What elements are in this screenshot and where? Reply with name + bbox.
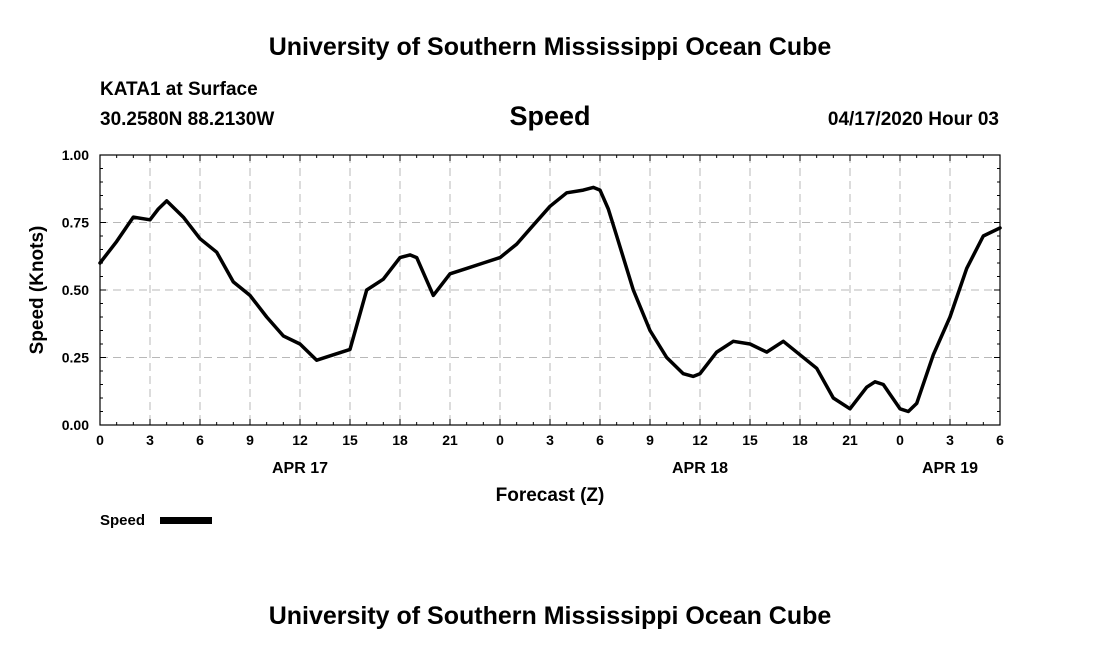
x-tick-label: 12: [692, 432, 708, 448]
x-tick-label: 18: [392, 432, 408, 448]
x-axis-label: Forecast (Z): [496, 485, 605, 506]
x-tick-label: 3: [946, 432, 954, 448]
date-label: APR 18: [672, 460, 728, 477]
x-tick-label: 0: [96, 432, 104, 448]
x-tick-label: 21: [442, 432, 458, 448]
top-title: University of Southern Mississippi Ocean…: [269, 33, 832, 61]
speed-series-line: [98, 185, 1002, 414]
date-label: APR 17: [272, 460, 328, 477]
x-tick-label: 3: [546, 432, 554, 448]
x-tick-label: 9: [246, 432, 254, 448]
x-tick-label: 0: [496, 432, 504, 448]
legend-swatch: [160, 517, 212, 524]
station-label: KATA1 at Surface: [100, 79, 258, 100]
plot-area: 0 3 6 9 12 15 18 21 0 3 6 9 12 15 18 21 0 3 6 0.00 0.25 0.50 0…: [62, 147, 1004, 477]
chart-title: Speed: [509, 101, 590, 131]
x-tick-label: 15: [342, 432, 358, 448]
y-tick-label: 0.75: [62, 215, 89, 231]
y-tick-label: 0.50: [62, 282, 89, 298]
x-tick-label: 12: [292, 432, 308, 448]
location-label: 30.2580N 88.2130W: [100, 109, 274, 130]
x-tick-label: 6: [596, 432, 604, 448]
date-label: APR 19: [922, 460, 978, 477]
x-tick-label: 18: [792, 432, 808, 448]
y-tick-label: 1.00: [62, 147, 89, 163]
legend-label: Speed: [100, 512, 145, 529]
x-tick-label: 0: [896, 432, 904, 448]
y-tick-label: 0.00: [62, 417, 89, 433]
x-tick-label: 15: [742, 432, 758, 448]
x-tick-label: 6: [996, 432, 1004, 448]
x-tick-label: 21: [842, 432, 858, 448]
x-tick-label: 9: [646, 432, 654, 448]
x-tick-label: 6: [196, 432, 204, 448]
bottom-title: University of Southern Mississippi Ocean…: [269, 602, 832, 630]
x-tick-label: 3: [146, 432, 154, 448]
timestamp-label: 04/17/2020 Hour 03: [828, 109, 999, 130]
y-tick-label: 0.25: [62, 350, 89, 366]
y-axis-label: Speed (Knots): [27, 226, 48, 355]
